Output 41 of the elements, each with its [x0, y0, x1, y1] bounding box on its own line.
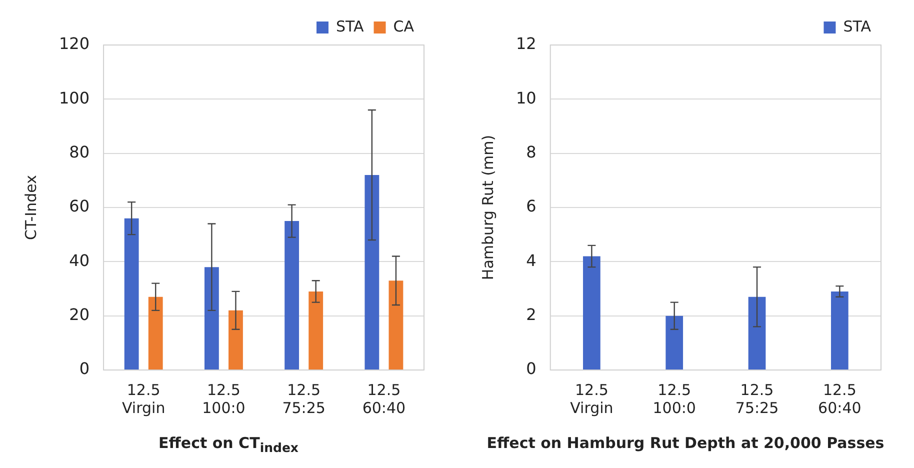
- bar: [308, 291, 323, 370]
- bar: [148, 296, 162, 370]
- legend-label: STA: [335, 17, 364, 36]
- bar: [388, 280, 403, 370]
- y-tick-label: 80: [68, 142, 90, 162]
- y-tick-label: 10: [516, 88, 536, 108]
- bar: [830, 291, 848, 370]
- legend-label: STA: [842, 17, 872, 36]
- bar: [364, 175, 379, 370]
- y-tick-label: 60: [68, 196, 90, 216]
- y-tick-label: 120: [58, 34, 90, 54]
- x-tick-label: 12.5 75:25: [734, 380, 778, 417]
- x-tick-label: 12.5 75:25: [282, 380, 325, 417]
- y-tick-label: 8: [526, 142, 536, 162]
- text: Effect on Hamburg Rut Depth at 20,000 Passes: [486, 434, 884, 452]
- y-tick-label: 0: [526, 359, 536, 378]
- x-tick-label: 12.5 100:0: [652, 380, 696, 417]
- y-tick-label: 2: [526, 304, 536, 324]
- y-tick-label: 100: [58, 88, 90, 108]
- bar: [665, 316, 683, 370]
- bar: [228, 310, 242, 370]
- bar: [284, 221, 299, 370]
- bar: [204, 267, 218, 370]
- y-tick-label: 20: [68, 304, 90, 324]
- x-tick-label: 12.5 100:0: [202, 380, 245, 417]
- y-axis-title: Hamburg Rut (mm): [478, 134, 496, 280]
- y-tick-label: 0: [78, 359, 90, 378]
- text: Effect on CT$_{index}$: [158, 434, 298, 455]
- x-tick-label: 12.5 Virgin: [121, 380, 165, 417]
- legend-label: CA: [392, 17, 414, 36]
- bar: [124, 218, 138, 370]
- bar: [582, 256, 600, 370]
- y-tick-label: 4: [526, 250, 536, 270]
- x-tick-label: 12.5 Virgin: [570, 380, 613, 417]
- y-tick-label: 40: [68, 250, 90, 270]
- bar: [748, 296, 766, 370]
- x-tick-label: 12.5 60:40: [818, 380, 861, 417]
- x-tick-label: 12.5 60:40: [362, 380, 406, 417]
- y-axis-title: CT-Index: [21, 174, 40, 240]
- y-tick-label: 12: [516, 34, 536, 54]
- y-tick-label: 6: [526, 196, 536, 216]
